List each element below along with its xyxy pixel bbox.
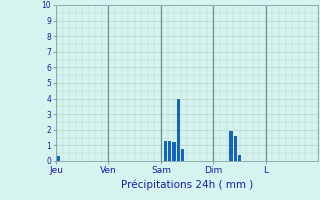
Bar [57, 156, 60, 161]
X-axis label: Précipitations 24h ( mm ): Précipitations 24h ( mm ) [121, 179, 253, 190]
Bar [177, 99, 180, 161]
Bar [172, 142, 176, 161]
Bar [168, 141, 171, 161]
Bar [181, 149, 184, 161]
Bar [238, 155, 241, 161]
Bar [229, 131, 233, 161]
Bar [234, 136, 237, 161]
Bar [164, 141, 167, 161]
